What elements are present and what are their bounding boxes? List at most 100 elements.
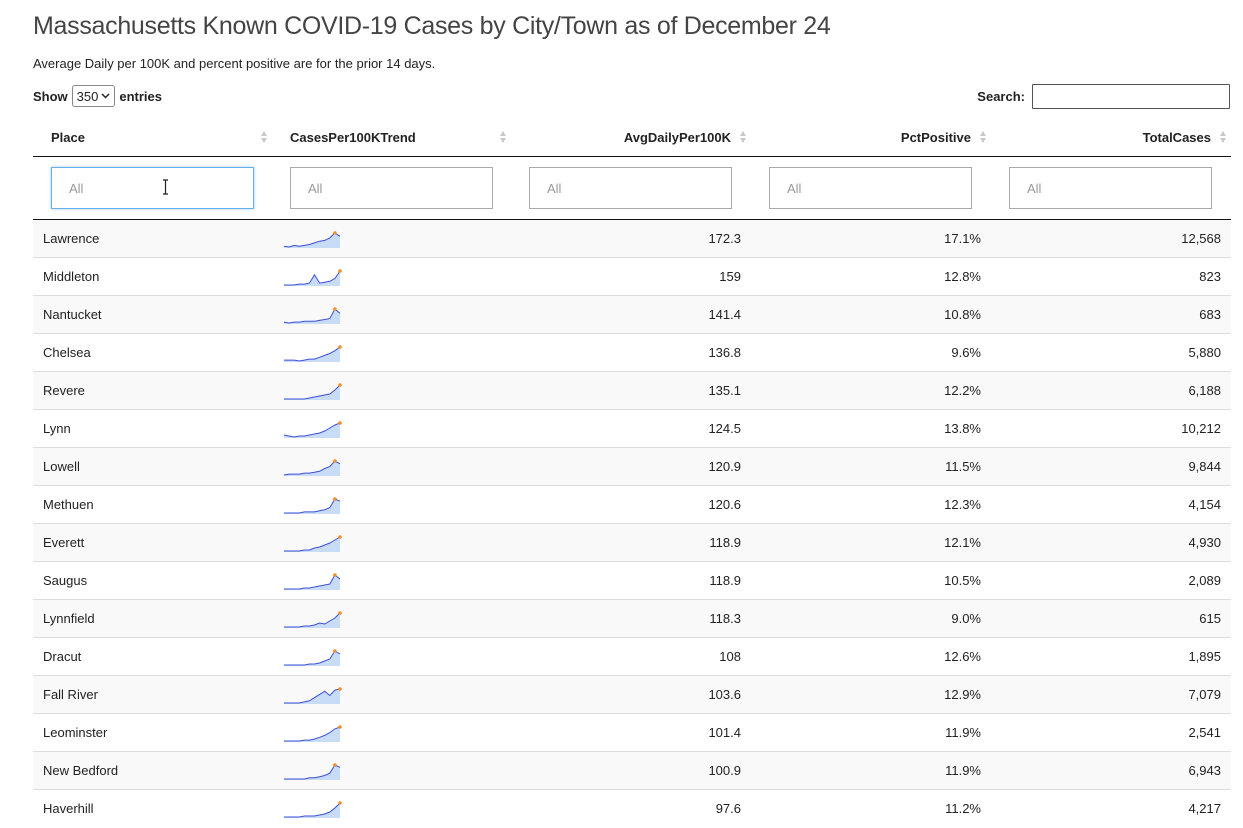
cell-avg-daily: 103.6: [511, 675, 751, 714]
filter-placeholder: All: [308, 180, 323, 196]
cell-avg-daily: 172.3: [511, 219, 751, 258]
cell-trend: [272, 599, 511, 638]
cell-place: Saugus: [33, 561, 272, 600]
sparkline-line: [283, 459, 341, 475]
cell-place: Dracut: [33, 637, 272, 676]
sparkline-max-marker: [338, 344, 342, 349]
sparkline-chart: [284, 800, 342, 818]
filter-placeholder: All: [1027, 180, 1042, 196]
table-row: Lowell 120.9 11.5% 9,844: [33, 447, 1231, 486]
table-row: Nantucket 141.4 10.8% 683: [33, 295, 1231, 334]
cell-pct-positive: 10.5%: [751, 561, 991, 600]
sparkline-max-marker: [333, 496, 337, 501]
filter-input-trend[interactable]: All: [290, 167, 493, 209]
table-row: Haverhill 97.6 11.2% 4,217: [33, 789, 1231, 828]
cell-place: Lowell: [33, 447, 272, 486]
cell-total-cases: 1,895: [991, 637, 1231, 676]
table-row: Saugus 118.9 10.5% 2,089: [33, 561, 1231, 600]
cell-total-cases: 4,217: [991, 789, 1231, 828]
sparkline-area: [284, 726, 340, 742]
page-subtitle: Average Daily per 100K and percent posit…: [33, 56, 436, 71]
cell-trend: [272, 637, 511, 676]
column-header-place[interactable]: Place: [33, 118, 272, 157]
table-row: Lynnfield 118.3 9.0% 615: [33, 599, 1231, 638]
cell-total-cases: 2,089: [991, 561, 1231, 600]
cell-total-cases: 7,079: [991, 675, 1231, 714]
table-row: Lawrence 172.3 17.1% 12,568: [33, 219, 1231, 258]
column-header-label: TotalCases: [1142, 129, 1211, 145]
column-header-trend[interactable]: CasesPer100KTrend: [272, 118, 511, 157]
cell-avg-daily: 124.5: [511, 409, 751, 448]
sparkline-area: [284, 232, 340, 248]
sparkline-max-marker: [338, 686, 342, 691]
sparkline-max-marker: [333, 648, 337, 653]
cell-avg-daily: 159: [511, 257, 751, 296]
column-header-label: Place: [51, 129, 85, 145]
cell-total-cases: 4,930: [991, 523, 1231, 562]
cell-total-cases: 6,943: [991, 751, 1231, 790]
sparkline-chart: [284, 382, 342, 400]
cell-pct-positive: 12.9%: [751, 675, 991, 714]
filter-input-avg-daily[interactable]: All: [529, 167, 732, 209]
cell-place: Fall River: [33, 675, 272, 714]
table-row: Leominster 101.4 11.9% 2,541: [33, 713, 1231, 752]
sparkline-line: [284, 612, 341, 627]
sparkline-area: [284, 308, 340, 324]
cell-place: Nantucket: [33, 295, 272, 334]
cell-avg-daily: 135.1: [511, 371, 751, 410]
filter-cell: All: [991, 156, 1231, 220]
sparkline-max-marker: [338, 382, 342, 387]
sparkline-chart: [284, 268, 342, 286]
cell-trend: [272, 333, 511, 372]
sparkline-area: [284, 384, 340, 400]
cell-avg-daily: 136.8: [511, 333, 751, 372]
cell-pct-positive: 13.8%: [751, 409, 991, 448]
sparkline-line: [284, 726, 341, 741]
sparkline-line: [284, 346, 341, 362]
sparkline-line: [284, 573, 341, 589]
cell-place: Methuen: [33, 485, 272, 524]
cell-trend: [272, 751, 511, 790]
sparkline-chart: [284, 534, 342, 552]
cell-avg-daily: 141.4: [511, 295, 751, 334]
entries-select-value: 350: [76, 88, 99, 104]
cell-trend: [272, 219, 511, 258]
cell-pct-positive: 10.8%: [751, 295, 991, 334]
column-header-total-cases[interactable]: TotalCases: [991, 118, 1231, 157]
filter-input-place[interactable]: All: [51, 167, 254, 209]
search-input[interactable]: [1032, 84, 1230, 109]
cell-trend: [272, 257, 511, 296]
entries-length-control: Show 350 entries: [33, 85, 162, 107]
sparkline-area: [284, 764, 340, 780]
cell-avg-daily: 120.9: [511, 447, 751, 486]
cell-pct-positive: 11.2%: [751, 789, 991, 828]
filter-input-total-cases[interactable]: All: [1009, 167, 1212, 209]
filter-cell: All: [511, 156, 751, 220]
entries-select[interactable]: 350: [71, 85, 116, 107]
cell-total-cases: 9,844: [991, 447, 1231, 486]
column-header-pct-positive[interactable]: PctPositive: [751, 118, 991, 157]
sparkline-area: [284, 498, 340, 514]
header-row: Place CasesPer100KTrend AvgDailyPer100K …: [33, 118, 1231, 157]
sparkline-chart: [284, 496, 341, 514]
table-body: Lawrence 172.3 17.1% 12,568 Middleton 159 12.8…: [33, 219, 1231, 828]
cell-avg-daily: 118.9: [511, 523, 751, 562]
filter-placeholder: All: [787, 180, 802, 196]
table-row: Middleton 159 12.8% 823: [33, 257, 1231, 296]
show-label: Show: [33, 88, 68, 104]
sparkline-area: [284, 650, 340, 666]
sparkline-max-marker: [338, 610, 342, 615]
filter-input-pct-positive[interactable]: All: [769, 167, 972, 209]
sparkline-max-marker: [333, 572, 337, 577]
cell-pct-positive: 11.9%: [751, 713, 991, 752]
cell-pct-positive: 12.3%: [751, 485, 991, 524]
sort-icon: [1220, 131, 1226, 143]
sparkline-line: [283, 422, 341, 438]
cell-total-cases: 5,880: [991, 333, 1231, 372]
cell-total-cases: 4,154: [991, 485, 1231, 524]
table-row: Lynn 124.5 13.8% 10,212: [33, 409, 1231, 448]
column-header-avg-daily[interactable]: AvgDailyPer100K: [511, 118, 751, 157]
data-table: Place CasesPer100KTrend AvgDailyPer100K …: [33, 118, 1231, 828]
cell-trend: [272, 713, 511, 752]
